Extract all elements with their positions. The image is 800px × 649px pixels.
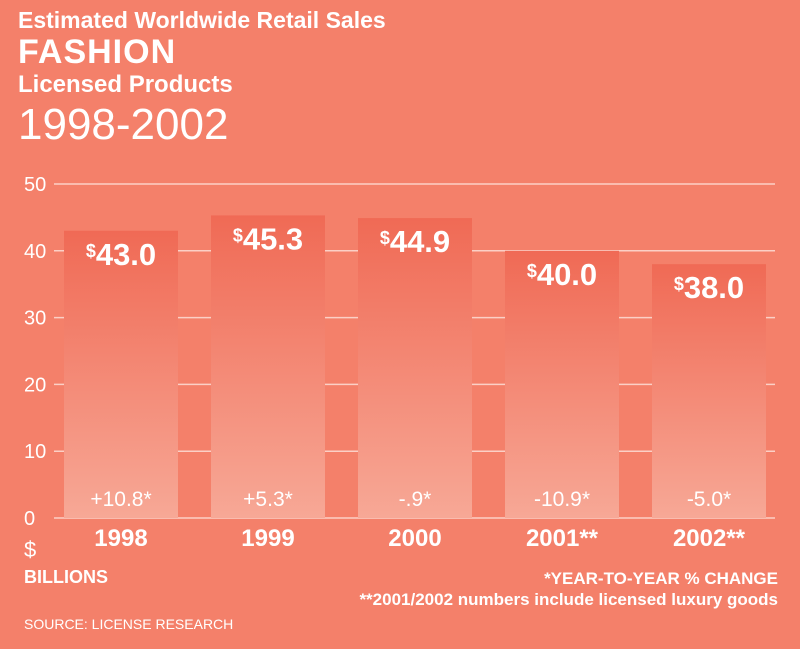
- bar-group: $40.0 -10.9* 2001**: [505, 250, 619, 552]
- bar-chart: 0 10 20 30 40 50 $43.0 +10.8* 1998 $45.3 +5.3* 199…: [24, 174, 775, 552]
- change-label: -.9*: [399, 488, 432, 511]
- x-category-label: 2002**: [673, 525, 746, 552]
- unit-symbol: $: [24, 537, 37, 562]
- bar-group: $38.0 -5.0* 2002**: [652, 264, 766, 552]
- bar-group: $43.0 +10.8* 1998: [64, 230, 178, 552]
- y-axis-ticks: 0 10 20 30 40 50: [24, 174, 46, 530]
- change-label: -5.0*: [687, 488, 731, 511]
- change-label: +10.8*: [90, 488, 151, 511]
- y-tick-label: 40: [24, 241, 46, 263]
- bar-value-label: $44.9: [380, 224, 450, 259]
- bar-value-label: $40.0: [527, 257, 597, 292]
- chart-title-line1: Estimated Worldwide Retail Sales: [18, 7, 386, 33]
- y-tick-label: 10: [24, 441, 46, 463]
- y-tick-label: 0: [24, 508, 35, 530]
- x-category-label: 2000: [388, 525, 441, 552]
- footnote-change: *YEAR-TO-YEAR % CHANGE: [544, 569, 778, 588]
- bar-group: $44.9 -.9* 2000: [358, 218, 472, 552]
- chart-title-line4: 1998-2002: [18, 100, 229, 149]
- x-category-label: 2001**: [526, 525, 599, 552]
- x-category-label: 1999: [241, 525, 294, 552]
- y-tick-label: 50: [24, 174, 46, 196]
- title-block: Estimated Worldwide Retail Sales FASHION…: [18, 6, 386, 148]
- unit-label: BILLIONS: [24, 567, 108, 587]
- chart-title-line3: Licensed Products: [18, 71, 233, 98]
- bar: [505, 250, 619, 519]
- bar-value-label: $45.3: [233, 221, 303, 256]
- bar: [652, 264, 766, 518]
- footnote-luxury: **2001/2002 numbers include licensed lux…: [359, 590, 778, 609]
- bar-group: $45.3 +5.3* 1999: [211, 215, 325, 552]
- chart-title-line2: FASHION: [18, 33, 177, 71]
- x-category-label: 1998: [94, 525, 147, 552]
- footnotes: *YEAR-TO-YEAR % CHANGE **2001/2002 numbe…: [359, 568, 778, 610]
- y-tick-label: 30: [24, 308, 46, 330]
- bar-value-label: $43.0: [86, 237, 156, 272]
- y-tick-label: 20: [24, 374, 46, 396]
- source-note: SOURCE: LICENSE RESEARCH: [24, 616, 234, 632]
- change-label: +5.3*: [243, 488, 293, 511]
- change-label: -10.9*: [534, 488, 590, 511]
- bar-value-label: $38.0: [674, 270, 744, 305]
- bar: [358, 218, 472, 518]
- bar: [211, 215, 325, 518]
- bars: $43.0 +10.8* 1998 $45.3 +5.3* 1999 $44.9 -.9* 20…: [64, 215, 766, 552]
- bar: [64, 230, 178, 518]
- unit-block: $ BILLIONS: [24, 538, 108, 588]
